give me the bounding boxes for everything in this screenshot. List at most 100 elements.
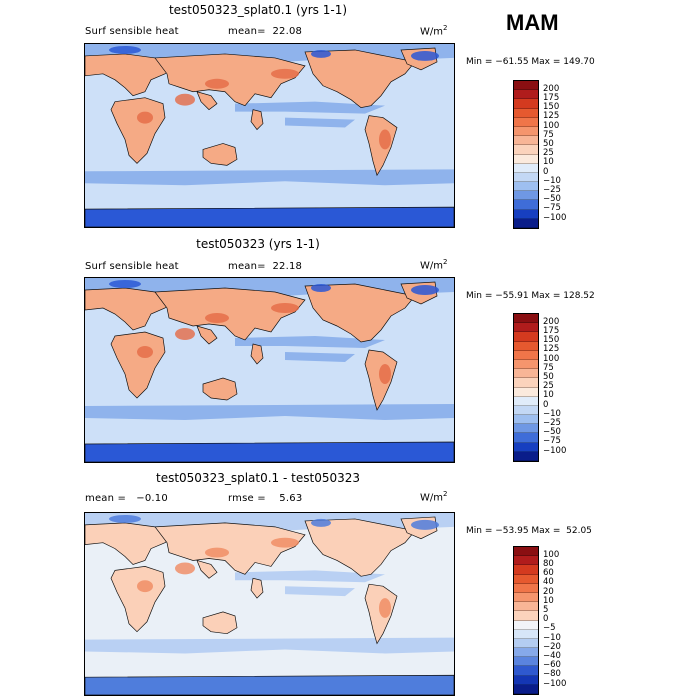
antarctica-landmass: [85, 206, 454, 227]
colorbar-tick-label: 0: [543, 166, 549, 177]
colorbar-swatches: [513, 313, 539, 462]
colorbar-tick-label: −75: [543, 436, 561, 447]
colorbar-swatch: [514, 648, 538, 658]
continent-landmass: [110, 331, 166, 399]
warm-anomaly-patch: [205, 547, 229, 558]
cool-anomaly-band: [85, 637, 454, 654]
warm-anomaly-patch: [205, 78, 229, 89]
season-label: MAM: [506, 10, 559, 35]
colorbar-tick-label: 100: [543, 353, 560, 364]
warm-anomaly-patch: [137, 346, 153, 358]
panel-3-title: test050323_splat0.1 - test050323: [155, 471, 360, 485]
colorbar-swatch: [514, 442, 538, 452]
colorbar-swatch: [514, 314, 538, 324]
colorbar-swatches: [513, 80, 539, 229]
warm-anomaly-patch: [175, 562, 195, 575]
colorbar-swatch: [514, 99, 538, 109]
colorbar-swatch: [514, 182, 538, 192]
colorbar-swatch: [514, 323, 538, 333]
panel-1-mean: mean= 22.08: [228, 26, 303, 37]
panel-2-units: W/m2: [420, 258, 448, 272]
colorbar-tick-label: 0: [543, 614, 549, 625]
cool-anomaly-band: [85, 169, 454, 186]
colorbar-swatch: [514, 136, 538, 146]
colorbar-swatch: [514, 154, 538, 164]
warm-anomaly-patch: [137, 111, 153, 124]
warm-anomaly-patch: [271, 303, 299, 313]
cool-anomaly-band: [235, 570, 385, 583]
colorbar-swatch: [514, 90, 538, 100]
colorbar-swatch: [514, 145, 538, 155]
antarctica-landmass: [85, 674, 454, 695]
colorbar-tick-label: 100: [543, 549, 560, 560]
colorbar-tick-label: 150: [543, 102, 560, 113]
panel-2-map: [84, 277, 455, 463]
colorbar-swatch: [514, 583, 538, 593]
colorbar-swatch: [514, 209, 538, 219]
cold-anomaly-patch: [109, 280, 141, 288]
colorbar-swatch: [514, 565, 538, 575]
continent-landmass: [196, 559, 218, 579]
colorbar-swatch: [514, 332, 538, 342]
continent-landmass: [250, 577, 264, 599]
colorbar-tick-label: −75: [543, 203, 561, 214]
colorbar-swatch: [514, 684, 538, 694]
colorbar-swatch: [514, 602, 538, 612]
continent-landmass: [250, 343, 264, 365]
continent-landmass: [110, 566, 166, 633]
colorbar-swatch: [514, 117, 538, 127]
colorbar-tick-label: 0: [543, 399, 549, 410]
colorbar-swatch: [514, 638, 538, 649]
panel-1-units: W/m2: [420, 24, 448, 38]
cold-anomaly-patch: [411, 50, 439, 61]
colorbar-tick-label: 5: [543, 604, 549, 615]
continent-landmass: [304, 49, 416, 109]
panel-2-mean: mean= 22.18: [228, 261, 303, 272]
cold-anomaly-patch: [109, 45, 141, 54]
panel-3-units: W/m2: [420, 490, 448, 504]
colorbar-tick-label: −60: [543, 660, 561, 671]
colorbar-swatch: [514, 369, 538, 379]
colorbar-tick-label: −100: [543, 445, 567, 456]
colorbar-swatch: [514, 675, 538, 685]
colorbar-tick-label: 20: [543, 586, 554, 597]
panel-3-minmax: Min = −53.95 Max = 52.05: [466, 526, 592, 536]
colorbar-swatch: [514, 200, 538, 210]
warm-anomaly-patch: [271, 537, 299, 548]
continent-landmass: [196, 91, 218, 111]
colorbar-tick-label: 75: [543, 362, 554, 373]
continent-landmass: [202, 143, 238, 166]
colorbar-tick-label: 100: [543, 120, 560, 131]
continent-landmass: [154, 53, 306, 107]
colorbar-swatch: [514, 611, 538, 621]
colorbar-swatch: [514, 378, 538, 388]
warm-anomaly-patch: [379, 598, 391, 618]
continent-landmass: [202, 377, 238, 401]
cold-anomaly-patch: [411, 519, 439, 530]
colorbar-swatch: [514, 359, 538, 370]
continent-landmass: [196, 325, 218, 345]
warm-anomaly-patch: [379, 129, 391, 150]
panel-1-title: test050323_splat0.1 (yrs 1-1): [168, 3, 348, 17]
colorbar-tick-label: −40: [543, 650, 561, 661]
panel-3-rmse: rmse = 5.63: [228, 493, 303, 504]
continent-landmass: [250, 109, 264, 131]
colorbar-tick-label: 150: [543, 335, 560, 346]
panel-1-minmax: Min = −61.55 Max = 149.70: [466, 57, 595, 67]
panel-3-map-svg: [85, 513, 454, 695]
panel-1-map-svg: [85, 44, 454, 227]
continent-landmass: [154, 522, 306, 575]
warm-anomaly-patch: [271, 68, 299, 79]
warm-anomaly-patch: [379, 364, 391, 384]
panel-1-map: [84, 43, 455, 228]
warm-anomaly-patch: [137, 580, 153, 593]
colorbar-tick-label: 25: [543, 381, 554, 392]
colorbar-swatch: [514, 424, 538, 434]
colorbar-tick-label: 175: [543, 325, 560, 336]
colorbar-swatches: [513, 546, 539, 695]
cool-anomaly-band: [285, 352, 355, 362]
colorbar-tick-label: −25: [543, 184, 561, 195]
colorbar-tick-label: 50: [543, 138, 554, 149]
colorbar-tick-label: 80: [543, 558, 554, 569]
colorbar-swatch: [514, 592, 538, 603]
